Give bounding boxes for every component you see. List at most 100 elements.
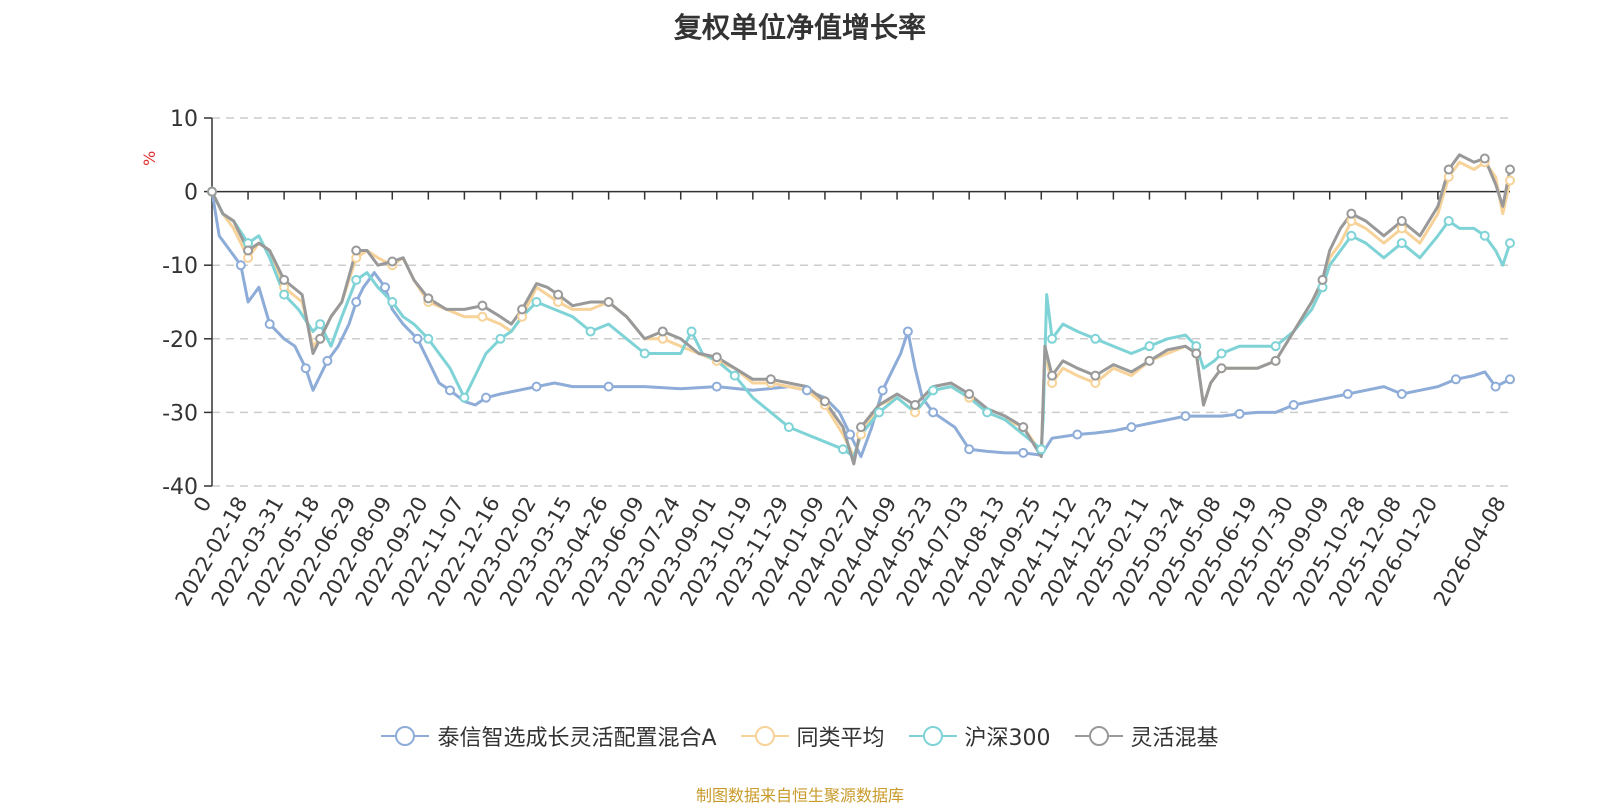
data-point-marker [603, 381, 614, 392]
y-tick-label: -30 [162, 401, 198, 426]
data-point-marker [351, 245, 362, 256]
data-point-marker [982, 407, 993, 418]
data-point-marker [1072, 429, 1083, 440]
legend-label: 同类平均 [796, 726, 885, 751]
data-point-marker [910, 400, 921, 411]
legend: 泰信智选成长灵活配置混合A 同类平均 沪深300 灵活混基 [0, 720, 1600, 752]
data-point-marker [1144, 341, 1155, 352]
data-point-marker [874, 407, 885, 418]
data-point-marker [1216, 363, 1227, 374]
data-point-marker [1450, 374, 1461, 385]
x-tick-label: 0 [189, 493, 216, 517]
y-tick-label: 0 [184, 181, 198, 206]
y-unit-label: % [140, 151, 159, 166]
data-point-marker [902, 326, 913, 337]
data-point-marker [322, 355, 333, 366]
legend-swatch-icon [908, 726, 957, 746]
legend-label: 沪深300 [964, 726, 1051, 751]
data-point-marker [657, 326, 668, 337]
data-point-marker [444, 385, 455, 396]
data-point-marker [585, 326, 596, 337]
y-tick-label: -20 [162, 328, 198, 353]
series-line [210, 190, 1512, 459]
data-point-marker [1090, 333, 1101, 344]
data-point-marker [845, 429, 856, 440]
axis-labels: 100-10-20-30-40%02022-02-182022-03-31202… [140, 107, 1511, 610]
data-point-marker [477, 311, 488, 322]
series-line [210, 153, 1512, 466]
series-line [210, 191, 1511, 459]
data-point-marker [729, 370, 740, 381]
data-point-marker [1047, 370, 1058, 381]
data-point-marker [1443, 216, 1454, 227]
data-point-marker [1180, 411, 1191, 422]
data-point-marker [412, 333, 423, 344]
data-point-marker [1018, 447, 1029, 458]
data-point-marker [1479, 230, 1490, 241]
data-point-marker [1288, 400, 1299, 411]
chart-title: 复权单位净值增长率 [673, 11, 926, 44]
source-note: 制图数据来自恒生聚源数据库 [695, 786, 904, 805]
y-tick-label: -10 [162, 254, 198, 279]
data-point-marker [877, 385, 888, 396]
data-point-marker [1018, 422, 1029, 433]
data-point-marker [1346, 230, 1357, 241]
data-point-marker [495, 333, 506, 344]
data-point-marker [279, 274, 290, 285]
data-point-marker [1490, 381, 1501, 392]
data-point-marker [1317, 274, 1328, 285]
data-point-marker [315, 333, 326, 344]
axes [204, 117, 1510, 487]
data-point-marker [243, 245, 254, 256]
series-markers [207, 153, 1515, 458]
data-point-marker [1505, 238, 1515, 249]
data-point-marker [300, 363, 311, 374]
data-point-marker [928, 385, 939, 396]
data-point-marker [423, 333, 434, 344]
data-point-marker [1270, 355, 1281, 366]
data-point-marker [1234, 408, 1245, 419]
legend-item[interactable]: 泰信智选成长灵活配置混合A [381, 720, 717, 752]
series-lines [210, 153, 1512, 466]
data-point-marker [1126, 422, 1137, 433]
data-point-marker [686, 326, 697, 337]
data-point-marker [1396, 238, 1407, 249]
data-point-marker [235, 260, 246, 271]
legend-label: 泰信智选成长灵活配置混合A [437, 726, 717, 751]
data-point-marker [711, 352, 722, 363]
data-point-marker [477, 300, 488, 311]
data-point-marker [1396, 216, 1407, 227]
legend-swatch-icon [381, 726, 430, 746]
legend-label: 灵活混基 [1130, 726, 1219, 751]
data-point-marker [517, 304, 528, 315]
legend-swatch-icon [740, 726, 789, 746]
data-point-marker [207, 186, 217, 197]
data-point-marker [1216, 348, 1227, 359]
data-point-marker [801, 385, 812, 396]
data-point-marker [1191, 348, 1202, 359]
legend-item[interactable]: 灵活混基 [1074, 720, 1219, 752]
data-point-marker [819, 396, 830, 407]
data-point-marker [1396, 389, 1407, 399]
data-point-marker [387, 256, 398, 267]
data-point-marker [964, 389, 975, 399]
x-tick-label: 2026-04-08 [1429, 493, 1511, 611]
legend-swatch-icon [1074, 726, 1123, 746]
data-point-marker [711, 381, 722, 392]
data-point-marker [481, 392, 492, 403]
y-tick-label: 10 [170, 107, 198, 132]
legend-item[interactable]: 沪深300 [908, 720, 1051, 752]
data-point-marker [964, 444, 975, 455]
legend-item[interactable]: 同类平均 [740, 720, 885, 752]
data-point-marker [783, 422, 794, 433]
data-point-marker [928, 407, 939, 418]
data-point-marker [279, 289, 290, 300]
data-point-marker [1342, 389, 1353, 399]
data-point-marker [639, 348, 650, 359]
data-point-marker [1036, 444, 1047, 455]
data-point-marker [765, 374, 776, 385]
data-point-marker [315, 319, 326, 330]
data-point-marker [1144, 355, 1155, 366]
data-point-marker [531, 297, 542, 307]
